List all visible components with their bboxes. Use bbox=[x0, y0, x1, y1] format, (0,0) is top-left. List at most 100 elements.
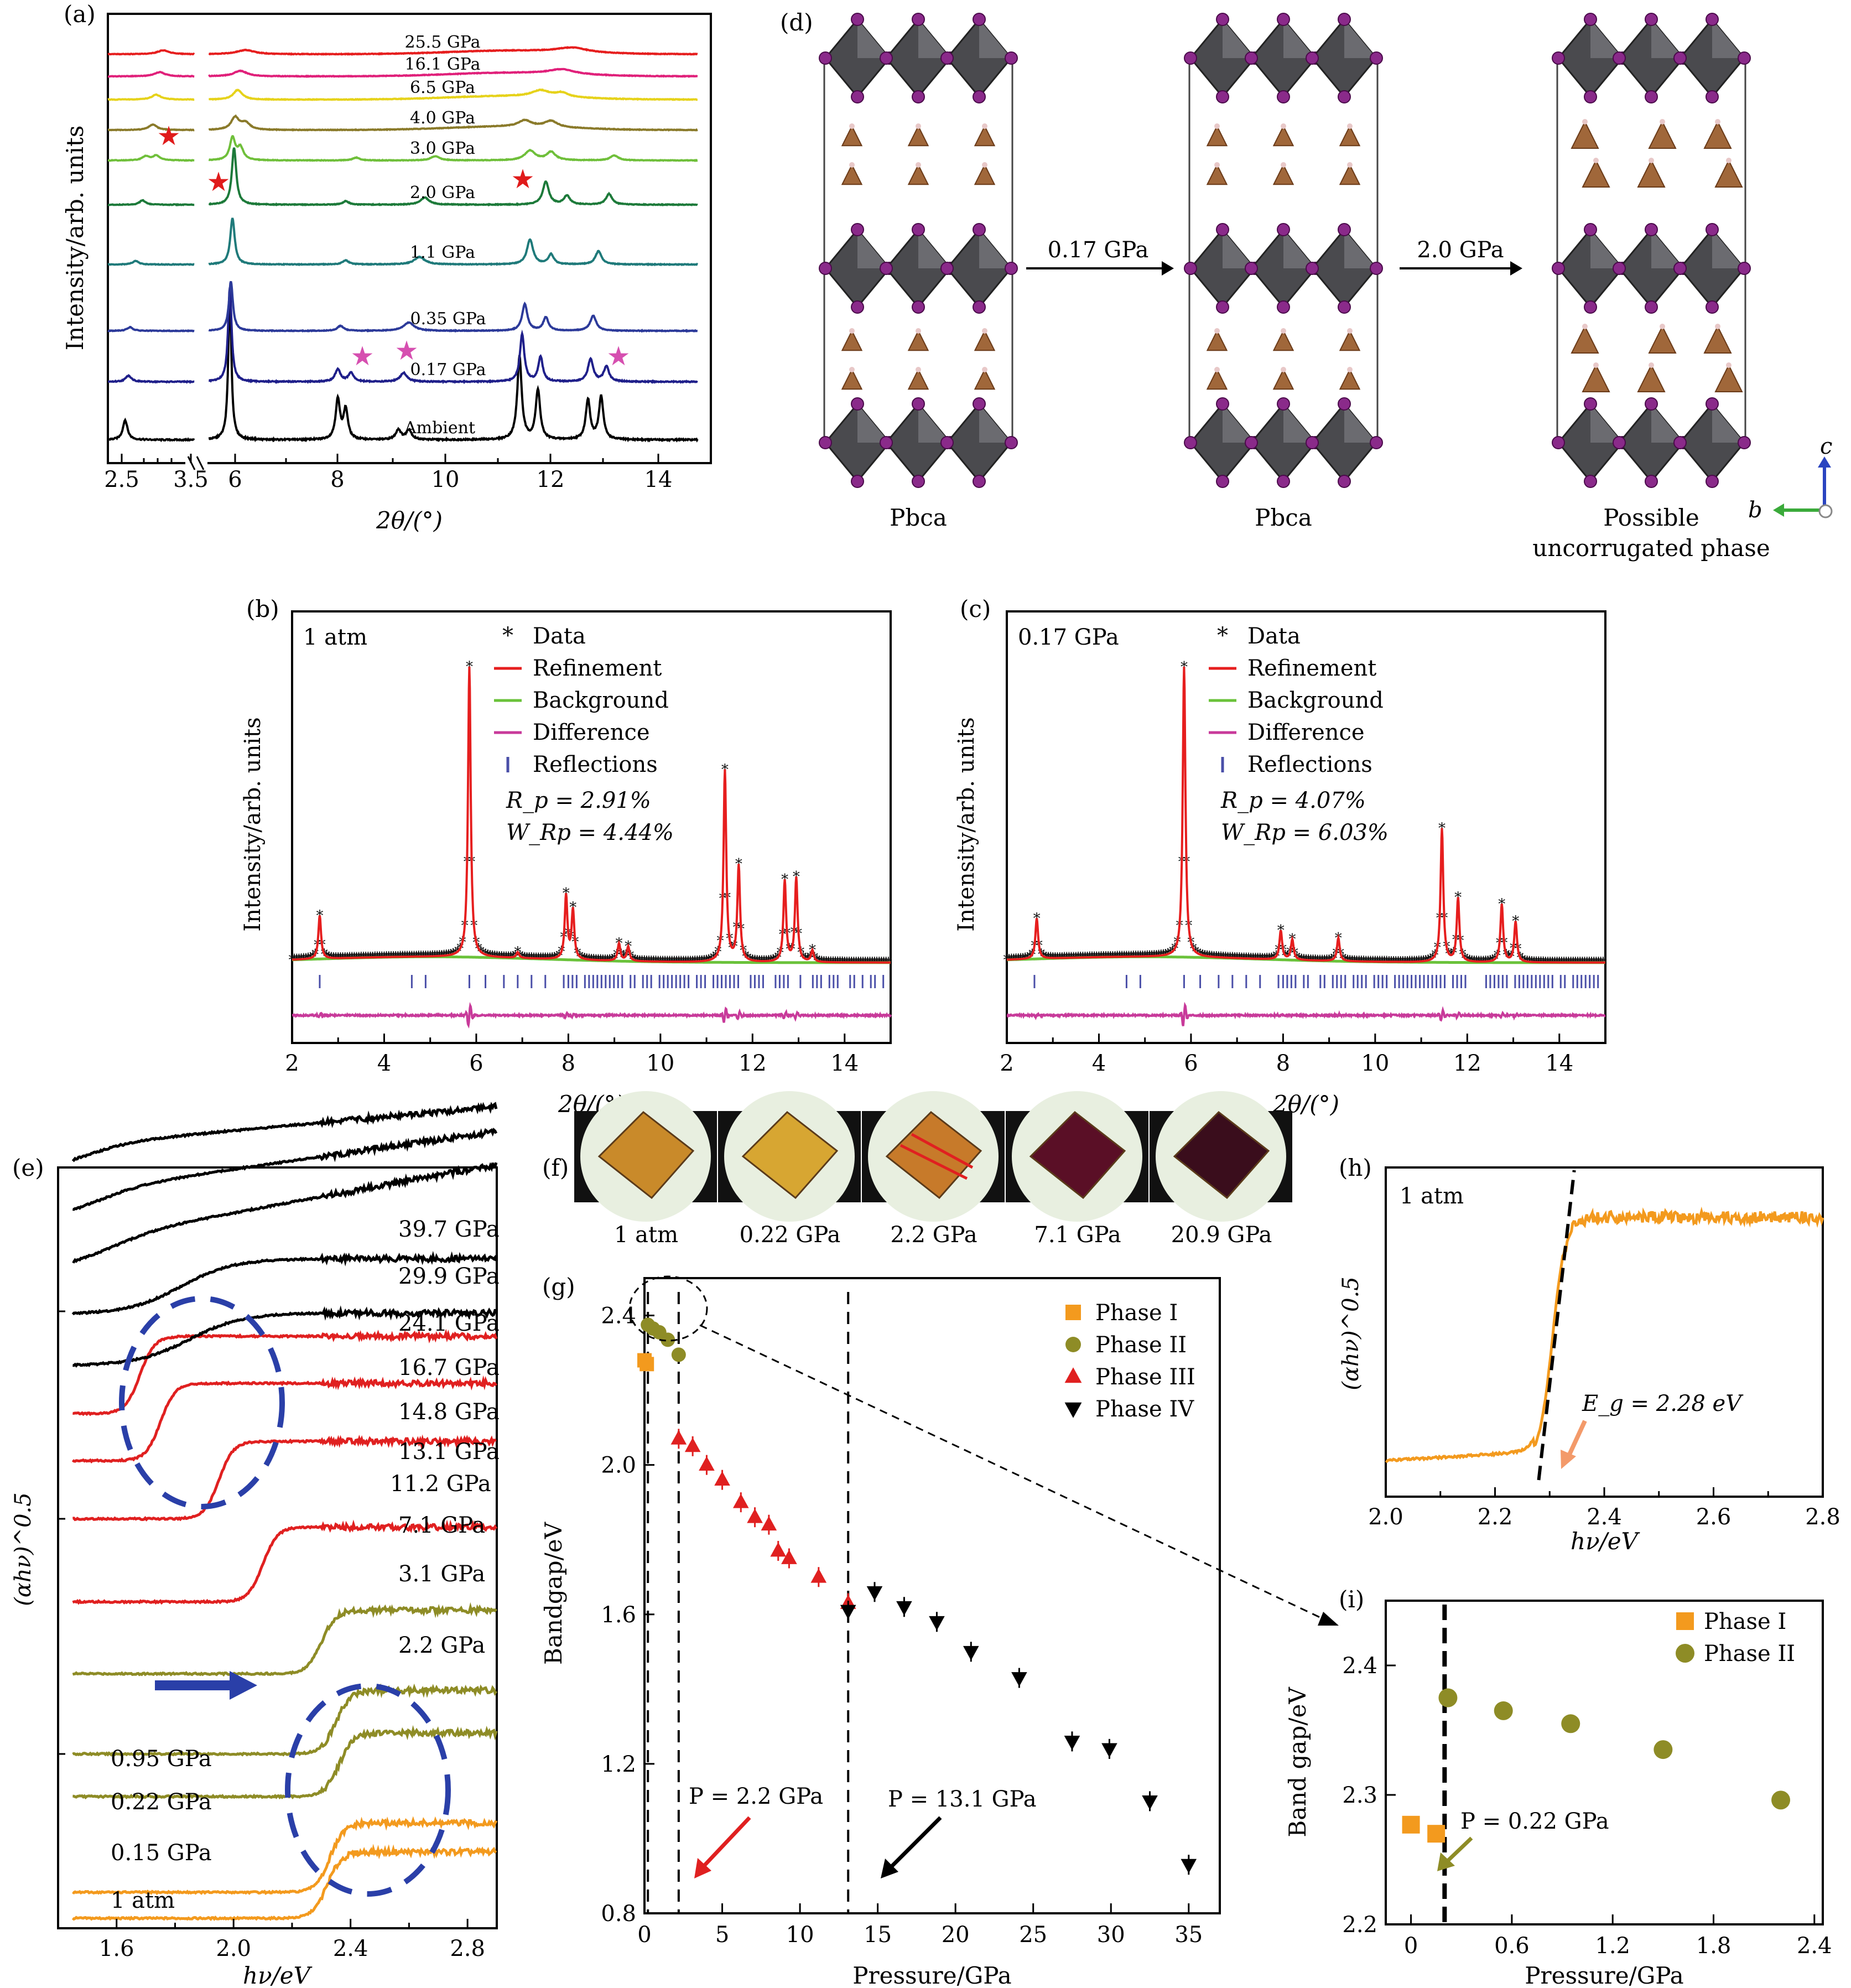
organic-cation bbox=[1272, 368, 1294, 390]
hydrogen-atom bbox=[1281, 123, 1286, 129]
panel-c-label: (c) bbox=[960, 595, 991, 622]
iodine-atom bbox=[1370, 436, 1383, 449]
octahedron-face bbox=[1590, 230, 1623, 268]
organic-cation bbox=[1272, 124, 1294, 147]
iodine-atom bbox=[1673, 262, 1687, 275]
x-tick-label: 5 bbox=[715, 1922, 729, 1948]
octahedron-face bbox=[1223, 230, 1255, 268]
xrd-trace-0.17-GPa bbox=[208, 287, 698, 385]
xrd-trace-3.0-GPa bbox=[107, 154, 195, 162]
octahedron-face bbox=[857, 19, 890, 58]
red-stripe bbox=[911, 1133, 974, 1169]
hydrogen-atom bbox=[1347, 123, 1353, 129]
axis-c-label: c bbox=[1820, 434, 1832, 459]
arrowhead bbox=[1773, 504, 1784, 517]
iodine-atom bbox=[1005, 262, 1018, 275]
iodine-atom bbox=[1306, 262, 1319, 275]
difference-curve bbox=[292, 1001, 892, 1029]
iodine-atom bbox=[1005, 51, 1018, 65]
panel-b-frame bbox=[291, 610, 892, 1044]
legend-label: Refinement bbox=[533, 656, 662, 681]
structure-3-label: Possible bbox=[1603, 504, 1699, 531]
iodine-atom bbox=[1673, 436, 1687, 449]
organic-cation bbox=[1571, 325, 1599, 354]
trace-label: 3.1 GPa bbox=[398, 1561, 485, 1587]
octahedron-face bbox=[1712, 404, 1744, 443]
legend-label: Phase I bbox=[1095, 1300, 1178, 1326]
y-tick-label: 1.6 bbox=[601, 1602, 636, 1628]
iodine-atom bbox=[1277, 475, 1290, 488]
iodine-atom bbox=[819, 262, 832, 275]
organic-cation bbox=[1339, 329, 1361, 351]
marker-circle bbox=[1438, 1688, 1458, 1707]
iodine-atom bbox=[819, 436, 832, 449]
absorption-trace bbox=[72, 1519, 498, 1605]
hydrogen-atom bbox=[916, 328, 921, 334]
xrd-trace-6.5-GPa bbox=[107, 93, 195, 101]
legend: * Data Refinement Background Difference Refle… bbox=[1209, 623, 1384, 777]
star-marker: ★ bbox=[350, 341, 374, 372]
marker-circle bbox=[1561, 1714, 1580, 1733]
trace-label: 13.1 GPa bbox=[398, 1439, 500, 1465]
legend-label: Phase III bbox=[1095, 1364, 1195, 1390]
iodine-atom bbox=[1216, 13, 1229, 26]
absorption-trace bbox=[72, 1602, 497, 1677]
hydrogen-atom bbox=[1649, 158, 1654, 163]
panel-d: (d) 0.17 GPa 2.0 GPa Pbca Pbca Possible … bbox=[780, 9, 1833, 562]
photo-label: 7.1 GPa bbox=[1034, 1222, 1121, 1248]
xrd-trace-2.0-GPa bbox=[107, 199, 195, 207]
iodine-atom bbox=[1216, 223, 1229, 236]
iodine-atom bbox=[1613, 262, 1626, 275]
marker-circle bbox=[671, 1347, 686, 1362]
x-tick-label: 2.0 bbox=[1368, 1504, 1403, 1530]
panel-a-frame bbox=[107, 13, 712, 464]
x-tick-label: 30 bbox=[1097, 1922, 1125, 1948]
annotation-p131: P = 13.1 GPa bbox=[888, 1787, 1037, 1812]
arrowhead bbox=[1437, 1852, 1455, 1871]
xrd-trace-25.5-GPa bbox=[209, 46, 698, 56]
wrp-value: W_Rp = 4.44% bbox=[506, 820, 674, 845]
iodine-atom bbox=[1277, 223, 1290, 236]
iodine-atom bbox=[1005, 436, 1018, 449]
crystal-shape bbox=[1173, 1111, 1270, 1200]
organic-cation bbox=[1206, 124, 1228, 147]
legend-label: Reflections bbox=[533, 752, 658, 777]
x-ticks: 1.6 2.0 2.4 2.8 bbox=[58, 1310, 485, 1961]
marker-square bbox=[1427, 1825, 1446, 1843]
hydrogen-atom bbox=[1281, 162, 1286, 168]
xrd-trace-0.17-GPa bbox=[107, 373, 195, 384]
marker-circle bbox=[1654, 1740, 1673, 1759]
iodine-atom bbox=[1184, 262, 1197, 275]
iodine-atom bbox=[851, 13, 864, 26]
organic-cation bbox=[1582, 159, 1610, 188]
organic-cation bbox=[1637, 159, 1666, 188]
absorption-trace bbox=[72, 1328, 498, 1416]
iodine-atom bbox=[1738, 51, 1751, 65]
absorption-trace bbox=[71, 1250, 498, 1316]
legend: * Data Refinement Background Difference Refle… bbox=[494, 623, 669, 777]
octahedron-face bbox=[1590, 404, 1623, 443]
organic-cation bbox=[1339, 124, 1361, 147]
organic-cation bbox=[1703, 120, 1732, 149]
legend-label: Refinement bbox=[1247, 656, 1376, 681]
organic-cation bbox=[841, 163, 863, 185]
hydrogen-atom bbox=[916, 367, 921, 372]
organic-cation bbox=[1648, 120, 1677, 149]
trace-label: 0.17 GPa bbox=[410, 360, 486, 380]
x-tick-label: 2.4 bbox=[333, 1936, 368, 1961]
xrd-trace-4.0-GPa bbox=[208, 114, 698, 132]
tick-label: 10 bbox=[431, 467, 460, 492]
y-axis-title: Intensity/arb. units bbox=[954, 717, 979, 931]
trace-label: 39.7 GPa bbox=[398, 1217, 500, 1242]
hydrogen-atom bbox=[1582, 119, 1588, 124]
legend-label: Difference bbox=[533, 720, 650, 745]
organic-cation bbox=[1272, 329, 1294, 351]
marker-square bbox=[1402, 1815, 1420, 1834]
iodine-atom bbox=[851, 397, 864, 411]
octahedron-face bbox=[1283, 404, 1316, 443]
y-tick-label: 2.4 bbox=[601, 1304, 636, 1329]
absorption-trace bbox=[72, 1816, 498, 1896]
octahedron-face bbox=[979, 404, 1011, 443]
arrowhead bbox=[881, 1859, 898, 1878]
iodine-atom bbox=[851, 90, 864, 103]
